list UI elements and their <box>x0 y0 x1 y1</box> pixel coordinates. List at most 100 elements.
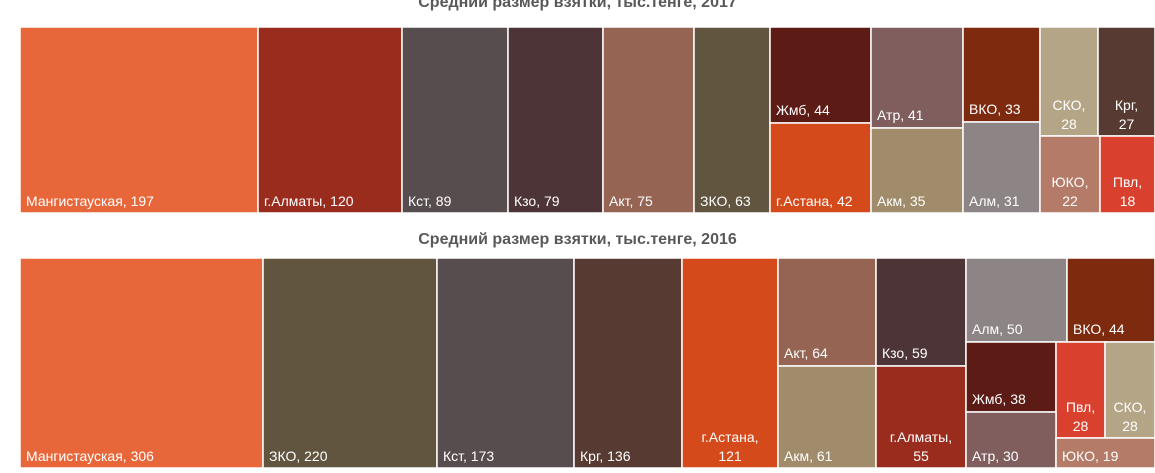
treemap-tile-label: ЗКО, 220 <box>269 448 328 464</box>
treemap-tile-label: Жмб, 38 <box>972 391 1026 407</box>
treemap-tile-rect <box>693 26 771 214</box>
treemap-tile-2017: ЮКО, 22 <box>1039 135 1101 214</box>
treemap-tile-rect <box>507 26 604 214</box>
treemap-tile-2016: Мангистауская, 306 <box>19 257 264 469</box>
treemap-tile-2016: Кст, 173 <box>436 257 575 469</box>
treemap-tile-rect <box>401 26 509 214</box>
treemap-tile-rect <box>870 127 964 214</box>
treemap-tile-label: ВКО, 33 <box>969 101 1021 117</box>
treemap-tile-rect <box>573 257 683 469</box>
treemap-tile-rect <box>875 257 967 367</box>
treemap-tile-label: Мангистауская, 197 <box>26 193 154 209</box>
treemap-tile-label: Кст, 173 <box>443 448 494 464</box>
treemap-tile-label: 27 <box>1119 116 1135 132</box>
treemap-tile-rect <box>257 26 403 214</box>
treemap-tile-rect <box>875 365 967 469</box>
treemap-tile-2017: г.Алматы, 120 <box>257 26 403 214</box>
treemap-tile-2016: Атр, 30 <box>965 411 1057 469</box>
treemap-tile-label: 18 <box>1120 193 1136 209</box>
treemap-tile-2017: Акм, 35 <box>870 127 964 214</box>
treemap-tile-label: Пвл, <box>1066 399 1095 415</box>
treemap-tile-2016: Пвл, 28 <box>1055 341 1106 439</box>
treemap-tile-2017: Жмб, 44 <box>769 26 872 124</box>
treemap-tile-2017: Акт, 75 <box>602 26 695 214</box>
treemap-tile-label: Крг, <box>1115 97 1138 113</box>
treemap-tile-2017: Кзо, 79 <box>507 26 604 214</box>
treemap-tile-label: Акм, 35 <box>877 193 926 209</box>
treemap-tile-label: 28 <box>1061 116 1077 132</box>
treemap-tile-label: Алм, 31 <box>969 193 1020 209</box>
treemap-tile-rect <box>777 257 877 367</box>
treemap-tile-label: Атр, 30 <box>972 448 1019 464</box>
treemap-tile-2017: Пвл, 18 <box>1099 135 1155 214</box>
treemap-tile-2016: г.Алматы, 55 <box>875 365 967 469</box>
treemap-tile-label: Крг, 136 <box>580 448 631 464</box>
treemap-tile-label: г.Алматы, 120 <box>264 193 354 209</box>
treemap-tile-2017: Атр, 41 <box>870 26 964 129</box>
treemap-tile-label: г.Алматы, <box>890 429 952 445</box>
treemap-tile-2017: Крг, 27 <box>1097 26 1155 137</box>
treemap-tile-label: Алм, 50 <box>972 321 1023 337</box>
treemap-tile-rect <box>1099 135 1155 214</box>
treemap-tile-rect <box>1097 26 1155 137</box>
treemap-tile-2016: Крг, 136 <box>573 257 683 469</box>
treemap-tile-label: 28 <box>1122 418 1138 434</box>
treemap-tile-rect <box>1055 437 1155 469</box>
treemap-tile-label: Кст, 89 <box>408 193 452 209</box>
treemap-tile-2017: ЗКО, 63 <box>693 26 771 214</box>
treemap-tile-rect <box>1039 135 1101 214</box>
treemap-tile-label: г.Астана, 42 <box>776 193 853 209</box>
treemap-tile-label: ЮКО, 19 <box>1062 448 1119 464</box>
treemap-tile-label: ВКО, 44 <box>1073 321 1125 337</box>
treemap-tile-2016: ВКО, 44 <box>1066 257 1155 343</box>
treemap-tile-2017: Алм, 31 <box>962 121 1041 214</box>
treemap-tile-rect <box>965 257 1068 343</box>
treemap-tile-label: ЮКО, <box>1052 174 1089 190</box>
treemap-tile-rect <box>1055 341 1106 439</box>
treemap-tile-label: г.Астана, <box>701 429 758 445</box>
treemap-tile-rect <box>1039 26 1099 137</box>
treemap-tile-rect <box>769 26 872 124</box>
treemap-tile-2017: СКО, 28 <box>1039 26 1099 137</box>
treemap-tile-label: СКО, <box>1114 399 1147 415</box>
treemap-tile-label: ЗКО, 63 <box>700 193 751 209</box>
treemap-tile-rect <box>777 365 877 469</box>
treemap-tile-label: Кзо, 59 <box>882 345 928 361</box>
treemap-tile-2016: г.Астана, 121 <box>681 257 779 469</box>
treemap-tile-rect <box>769 122 872 214</box>
treemap-tile-2016: СКО, 28 <box>1104 341 1155 439</box>
chart-title-2017: Средний размер взятки, тыс.тенге, 2017 <box>418 0 737 11</box>
treemap-tile-2017: ВКО, 33 <box>962 26 1041 123</box>
treemap-tile-rect <box>965 411 1057 469</box>
treemap-tile-2016: Кзо, 59 <box>875 257 967 367</box>
treemap-tile-rect <box>870 26 964 129</box>
treemap-tile-label: Акм, 61 <box>784 448 833 464</box>
treemap-tile-rect <box>965 341 1057 413</box>
treemap-tile-rect <box>602 26 695 214</box>
treemap-tile-label: Пвл, <box>1113 174 1142 190</box>
treemap-tile-label: Кзо, 79 <box>514 193 560 209</box>
treemap-tile-rect <box>19 257 264 469</box>
treemap-tile-label: Атр, 41 <box>877 107 924 123</box>
treemap-tile-2016: Алм, 50 <box>965 257 1068 343</box>
treemap-tile-2016: Акм, 61 <box>777 365 877 469</box>
treemap-tile-label: Акт, 75 <box>609 193 653 209</box>
treemap-tile-label: 22 <box>1062 193 1078 209</box>
treemap-tile-label: Мангистауская, 306 <box>26 448 154 464</box>
treemap-tile-2017: г.Астана, 42 <box>769 122 872 214</box>
treemap-tile-label: Жмб, 44 <box>776 102 830 118</box>
treemap-tile-rect <box>1104 341 1155 439</box>
chart-title-2016: Средний размер взятки, тыс.тенге, 2016 <box>418 231 737 248</box>
treemap-tile-label: 28 <box>1073 418 1089 434</box>
treemap-tile-2016: ЮКО, 19 <box>1055 437 1155 469</box>
treemap-tile-rect <box>262 257 438 469</box>
treemap-tile-rect <box>19 26 259 214</box>
treemap-tile-label: Акт, 64 <box>784 345 828 361</box>
treemap-tile-label: 121 <box>718 448 742 464</box>
treemap-tile-2016: Жмб, 38 <box>965 341 1057 413</box>
treemap-tile-label: 55 <box>913 448 929 464</box>
treemap-tile-label: СКО, <box>1053 97 1086 113</box>
treemap-tile-rect <box>962 121 1041 214</box>
treemap-tile-2017: Кст, 89 <box>401 26 509 214</box>
